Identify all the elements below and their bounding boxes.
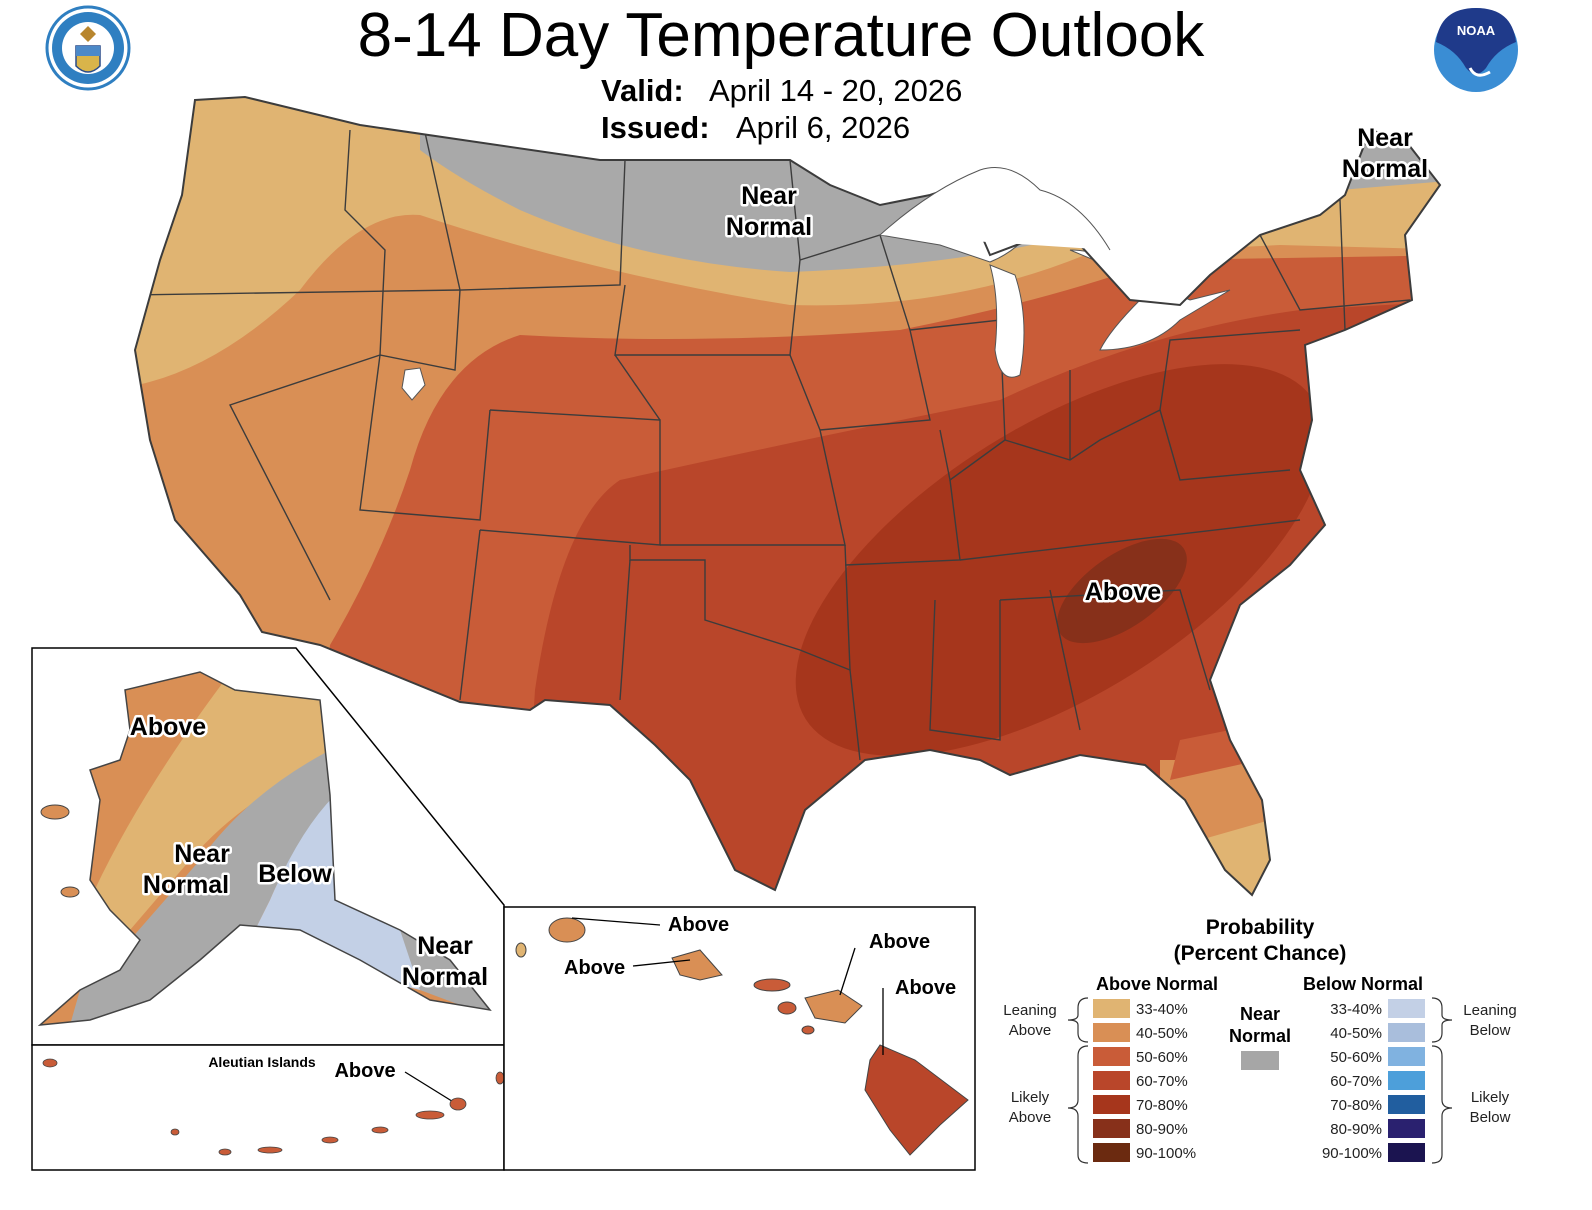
zone-70-80-above [795,364,1325,756]
legend-below-range-0: 33-40% [1330,1001,1382,1018]
legend-below-range-4: 70-80% [1330,1097,1382,1114]
hawaii-inset: Above Above Above Above [503,906,976,1171]
label-hawaii-maui-above: Above [869,931,930,953]
legend-above-header: Above Normal [1096,974,1218,994]
alaska-inset: Above Near Normal Below Near Normal [31,647,505,1046]
legend-near-normal-l2: Normal [1229,1026,1291,1046]
legend: Probability (Percent Chance) Above Norma… [1003,916,1517,1164]
legend-above-range-5: 80-90% [1136,1121,1188,1138]
legend-below-swatch-6 [1388,1143,1425,1162]
label-near-normal-north-l2: Normal [726,213,812,241]
legend-above-range-4: 70-80% [1136,1097,1188,1114]
legend-below-header: Below Normal [1303,974,1423,994]
valid-dates: April 14 - 20, 2026 [709,73,962,108]
legend-leaning-above-l2: Above [1009,1022,1052,1039]
legend-below-range-2: 50-60% [1330,1049,1382,1066]
noaa-logo: NOAA [1434,8,1518,92]
lake-michigan [989,264,1025,378]
label-hawaii-big-island-above: Above [895,977,956,999]
label-hawaii-kauai-above: Above [668,914,729,936]
label-alaska-near-normal-l2: Normal [143,871,229,899]
legend-leaning-above-l1: Leaning [1003,1002,1056,1019]
legend-above-swatch-6 [1093,1143,1130,1162]
legend-title: Probability [1206,916,1315,939]
issued-label: Issued: [601,110,710,145]
legend-below-swatch-2 [1388,1047,1425,1066]
label-hawaii-oahu-above: Above [564,957,625,979]
label-alaska-below: Below [258,860,332,888]
legend-below-swatch-4 [1388,1095,1425,1114]
label-alaska-above: Above [130,713,207,741]
zone-80-90-above [1057,538,1187,644]
legend-likely-above-l2: Above [1009,1109,1052,1126]
legend-below-range-5: 80-90% [1330,1121,1382,1138]
legend-above-swatch-5 [1093,1119,1130,1138]
label-alaska-se-near-normal-l2: Normal [402,963,488,991]
legend-below-swatch-0 [1388,999,1425,1018]
legend-below-range-6: 90-100% [1322,1145,1382,1162]
label-aleutian-above: Above [334,1060,395,1082]
label-near-normal-ne-l1: Near [1357,124,1413,152]
legend-below-swatch-5 [1388,1119,1425,1138]
legend-above-swatch-1 [1093,1023,1130,1042]
legend-leaning-below-l2: Below [1470,1022,1511,1039]
legend-near-normal-swatch [1241,1051,1279,1070]
legend-above-range-2: 50-60% [1136,1049,1188,1066]
legend-above-range-1: 40-50% [1136,1025,1188,1042]
legend-leaning-below-l1: Leaning [1463,1002,1516,1019]
legend-above-swatch-3 [1093,1071,1130,1090]
legend-below-range-1: 40-50% [1330,1025,1382,1042]
legend-likely-below-l2: Below [1470,1109,1511,1126]
label-above-southeast: Above [1085,578,1162,606]
legend-below-range-3: 60-70% [1330,1073,1382,1090]
doc-seal-logo [45,5,131,91]
state-boundaries [135,109,1411,761]
issued-date: April 6, 2026 [736,110,910,145]
label-alaska-se-near-normal-l1: Near [417,932,473,960]
great-salt-lake [401,367,426,401]
page-title: 8-14 Day Temperature Outlook [358,1,1206,70]
label-near-normal-north-l1: Near [741,182,797,210]
noaa-logo-text: NOAA [1457,23,1496,38]
aleutian-inset: Aleutian Islands Above [31,1044,505,1171]
legend-likely-below-l1: Likely [1471,1089,1510,1106]
legend-below-swatch-1 [1388,1023,1425,1042]
legend-above-range-6: 90-100% [1136,1145,1196,1162]
label-near-normal-ne-l2: Normal [1342,155,1428,183]
legend-above-range-3: 60-70% [1136,1073,1188,1090]
legend-near-normal-l1: Near [1240,1004,1280,1024]
legend-above-swatch-0 [1093,999,1130,1018]
legend-likely-above-l1: Likely [1011,1089,1050,1106]
legend-braces [1067,997,1453,1164]
legend-subtitle: (Percent Chance) [1174,942,1347,965]
label-alaska-near-normal-l1: Near [174,840,230,868]
valid-label: Valid: [601,73,684,108]
legend-above-swatch-2 [1093,1047,1130,1066]
legend-below-swatch-3 [1388,1071,1425,1090]
aleutian-islands-title: Aleutian Islands [208,1054,316,1070]
legend-above-swatch-4 [1093,1095,1130,1114]
legend-above-range-0: 33-40% [1136,1001,1188,1018]
